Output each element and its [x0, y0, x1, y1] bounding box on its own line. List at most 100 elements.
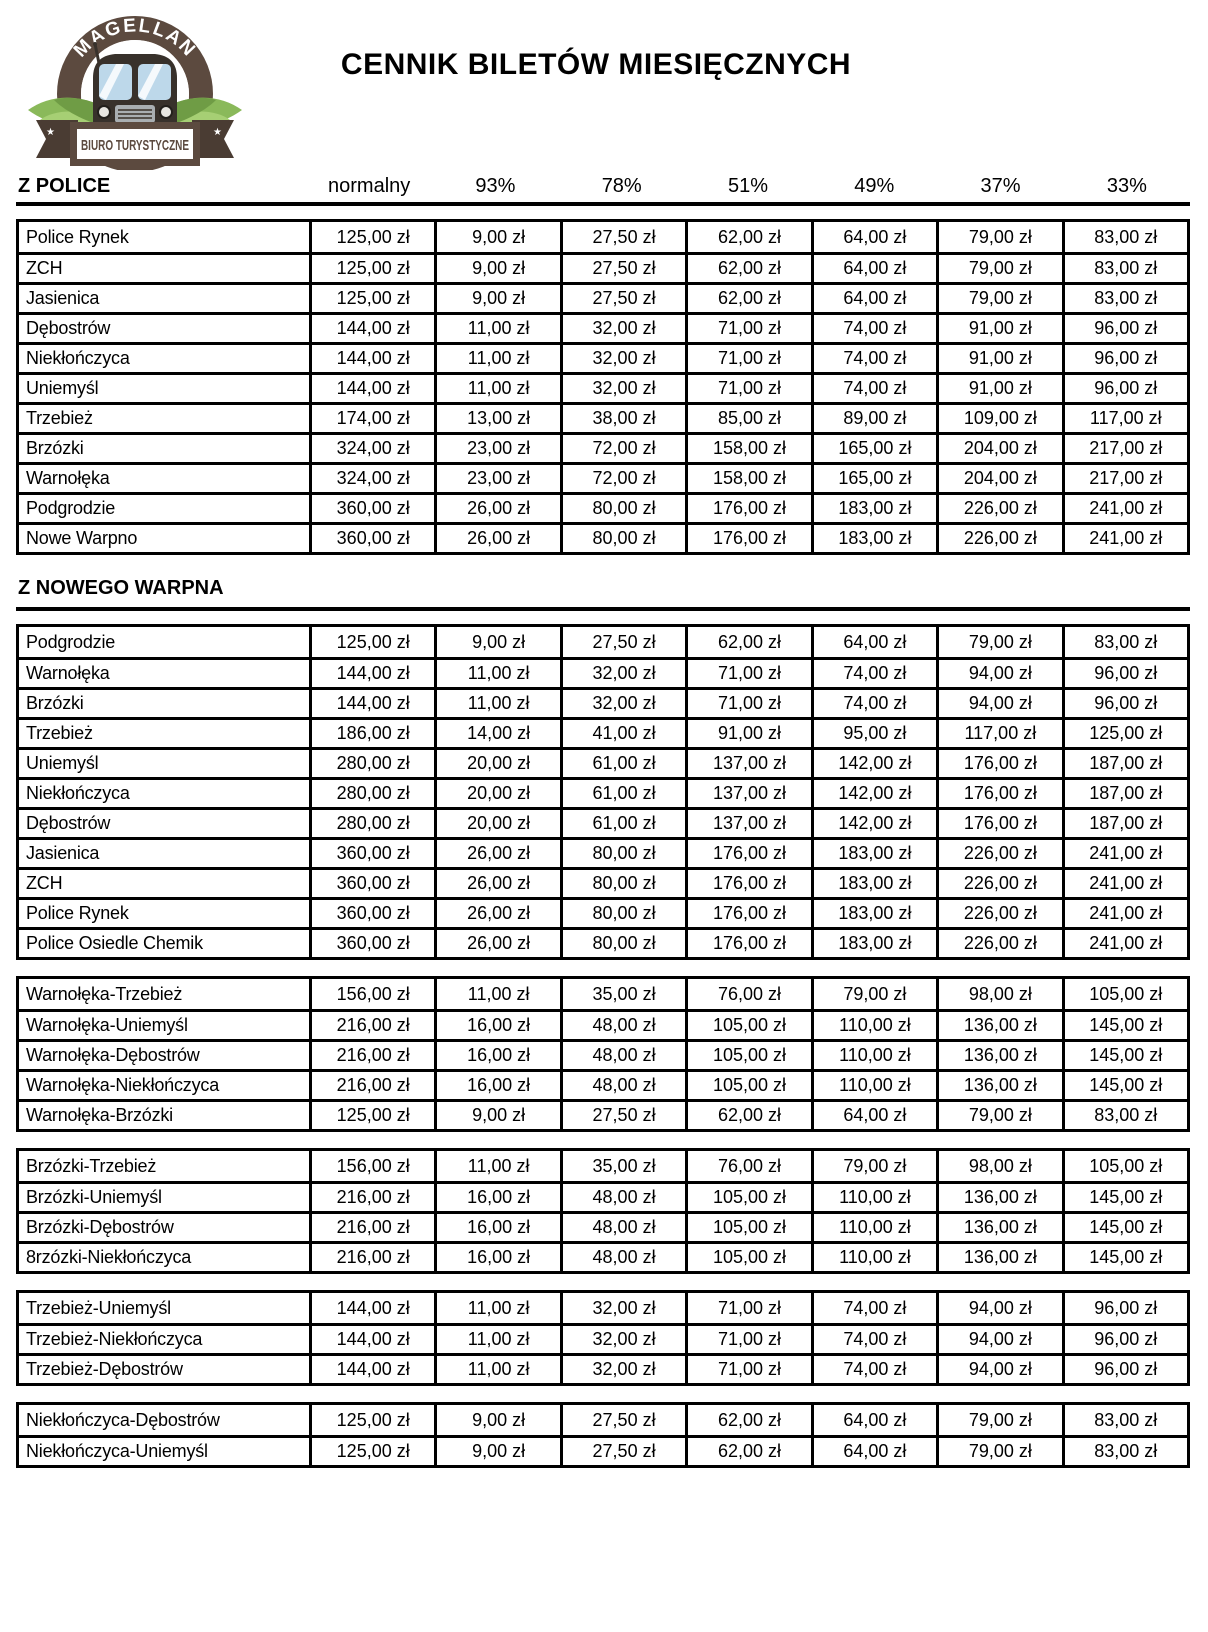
route-name-cell: Trzebież [26, 408, 93, 428]
route-name-cell: Warnołęka-Trzebież [26, 983, 183, 1004]
price-cell: 125,00 zł [309, 285, 434, 312]
price-cell: 241,00 zł [1061, 495, 1187, 522]
price-row: Brzózki 144,00 zł 11,00 zł 32,00 zł 71,00 zł… [19, 687, 1187, 717]
price-cell: 158,00 zł [685, 435, 810, 462]
price-cell: 9,00 zł [434, 1405, 559, 1435]
price-cell: 216,00 zł [309, 1244, 434, 1271]
price-cell: 105,00 zł [685, 1184, 810, 1211]
price-cell: 117,00 zł [936, 720, 1061, 747]
price-cell: 13,00 zł [434, 405, 559, 432]
price-cell: 165,00 zł [810, 465, 936, 492]
route-name-cell: Trzebież-Dębostrów [26, 1359, 183, 1379]
price-cell: 96,00 zł [1061, 1293, 1187, 1323]
price-cell: 79,00 zł [810, 979, 936, 1009]
price-cell: 11,00 zł [434, 979, 559, 1009]
price-row: Brzózki-Dębostrów 216,00 zł 16,00 zł 48,00 … [19, 1211, 1187, 1241]
price-row: Podgrodzie 360,00 zł 26,00 zł 80,00 zł 176,0… [19, 492, 1187, 522]
price-table-z-nowego-warpna: Podgrodzie 125,00 zł 9,00 zł 27,50 zł 62,00 … [16, 624, 1190, 960]
price-cell: 79,00 zł [936, 1405, 1061, 1435]
price-cell: 64,00 zł [810, 1438, 936, 1465]
price-cell: 187,00 zł [1061, 810, 1187, 837]
price-cell: 26,00 zł [434, 930, 559, 957]
price-cell: 80,00 zł [559, 930, 685, 957]
price-cell: 241,00 zł [1061, 840, 1187, 867]
price-row: Trzebież-Uniemyśl 144,00 zł 11,00 zł 32,00 … [19, 1293, 1187, 1323]
price-cell: 80,00 zł [559, 870, 685, 897]
price-cell: 136,00 zł [936, 1214, 1061, 1241]
price-row: Warnołęka-Niekłończyca 216,00 zł 16,00 zł 4… [19, 1069, 1187, 1099]
price-cell: 241,00 zł [1061, 870, 1187, 897]
price-cell: 94,00 zł [936, 1293, 1061, 1323]
price-row: Niekłończyca 144,00 zł 11,00 zł 32,00 zł 71,… [19, 342, 1187, 372]
column-label: 49% [854, 175, 895, 197]
price-cell: 35,00 zł [559, 1151, 685, 1181]
price-cell: 79,00 zł [810, 1151, 936, 1181]
price-row: ZCH 360,00 zł 26,00 zł 80,00 zł 176,00 zł 183… [19, 867, 1187, 897]
price-cell: 176,00 zł [685, 870, 810, 897]
price-cell: 125,00 zł [309, 627, 434, 657]
price-list-sheet: MAGELLAN ★ ★ [16, 0, 1190, 1468]
route-name-cell: Uniemyśl [26, 753, 99, 773]
price-cell: 226,00 zł [936, 495, 1061, 522]
price-cell: 79,00 zł [936, 1102, 1061, 1129]
price-cell: 79,00 zł [936, 627, 1061, 657]
section-label-z-nowego-warpna: Z NOWEGO WARPNA [18, 577, 224, 599]
price-cell: 71,00 zł [685, 1293, 810, 1323]
price-cell: 98,00 zł [936, 979, 1061, 1009]
price-cell: 96,00 zł [1061, 375, 1187, 402]
price-cell: 125,00 zł [309, 1405, 434, 1435]
price-cell: 80,00 zł [559, 495, 685, 522]
price-cell: 27,50 zł [559, 1405, 685, 1435]
price-cell: 176,00 zł [936, 750, 1061, 777]
price-cell: 241,00 zł [1061, 900, 1187, 927]
price-cell: 91,00 zł [936, 345, 1061, 372]
price-row: Brzózki-Uniemyśl 216,00 zł 16,00 zł 48,00 z… [19, 1181, 1187, 1211]
price-cell: 16,00 zł [434, 1184, 559, 1211]
price-row: Police Osiedle Chemik 360,00 zł 26,00 zł 80… [19, 927, 1187, 957]
price-cell: 226,00 zł [936, 900, 1061, 927]
banner-text: BIURO TURYSTYCZNE [81, 137, 189, 154]
route-name-cell: Warnołęka-Brzózki [26, 1105, 173, 1125]
price-cell: 176,00 zł [685, 840, 810, 867]
price-cell: 187,00 zł [1061, 780, 1187, 807]
ribbon-banner: ★ ★ BIURO TURYSTYCZNE [36, 120, 234, 166]
price-cell: 136,00 zł [936, 1072, 1061, 1099]
price-cell: 9,00 zł [434, 222, 559, 252]
price-cell: 16,00 zł [434, 1214, 559, 1241]
column-label: 51% [727, 175, 768, 197]
page-title: CENNIK BILETÓW MIESIĘCZNYCH [340, 48, 852, 81]
price-cell: 142,00 zł [810, 750, 936, 777]
route-name-cell: Uniemyśl [26, 378, 99, 398]
masthead: MAGELLAN ★ ★ [16, 0, 1190, 170]
price-cell: 360,00 zł [309, 870, 434, 897]
price-row: Warnołęka-Trzebież 156,00 zł 11,00 zł 35,00… [19, 979, 1187, 1009]
price-cell: 226,00 zł [936, 840, 1061, 867]
route-name-cell: Brzózki-Uniemyśl [26, 1187, 162, 1207]
price-cell: 11,00 zł [434, 375, 559, 402]
route-name-cell: Dębostrów [26, 318, 111, 338]
price-cell: 105,00 zł [685, 1042, 810, 1069]
price-cell: 110,00 zł [810, 1214, 936, 1241]
price-cell: 74,00 zł [810, 375, 936, 402]
price-cell: 360,00 zł [309, 840, 434, 867]
price-cell: 32,00 zł [559, 1293, 685, 1323]
route-name-cell: Police Rynek [26, 226, 129, 247]
price-cell: 125,00 zł [309, 1102, 434, 1129]
price-cell: 76,00 zł [685, 1151, 810, 1181]
price-cell: 280,00 zł [309, 810, 434, 837]
price-cell: 105,00 zł [685, 1072, 810, 1099]
route-name-cell: Warnołęka [26, 663, 110, 683]
price-row: ZCH 125,00 zł 9,00 zł 27,50 zł 62,00 zł 64,00… [19, 252, 1187, 282]
price-cell: 79,00 zł [936, 1438, 1061, 1465]
price-cell: 137,00 zł [685, 750, 810, 777]
price-cell: 226,00 zł [936, 525, 1061, 552]
section-divider [16, 607, 1190, 611]
price-cell: 136,00 zł [936, 1244, 1061, 1271]
price-row: Dębostrów 280,00 zł 20,00 zł 61,00 zł 137,00… [19, 807, 1187, 837]
price-cell: 11,00 zł [434, 1326, 559, 1353]
price-cell: 216,00 zł [309, 1184, 434, 1211]
price-cell: 183,00 zł [810, 930, 936, 957]
price-cell: 32,00 zł [559, 315, 685, 342]
route-name-cell: Nowe Warpno [26, 528, 138, 548]
price-cell: 20,00 zł [434, 780, 559, 807]
